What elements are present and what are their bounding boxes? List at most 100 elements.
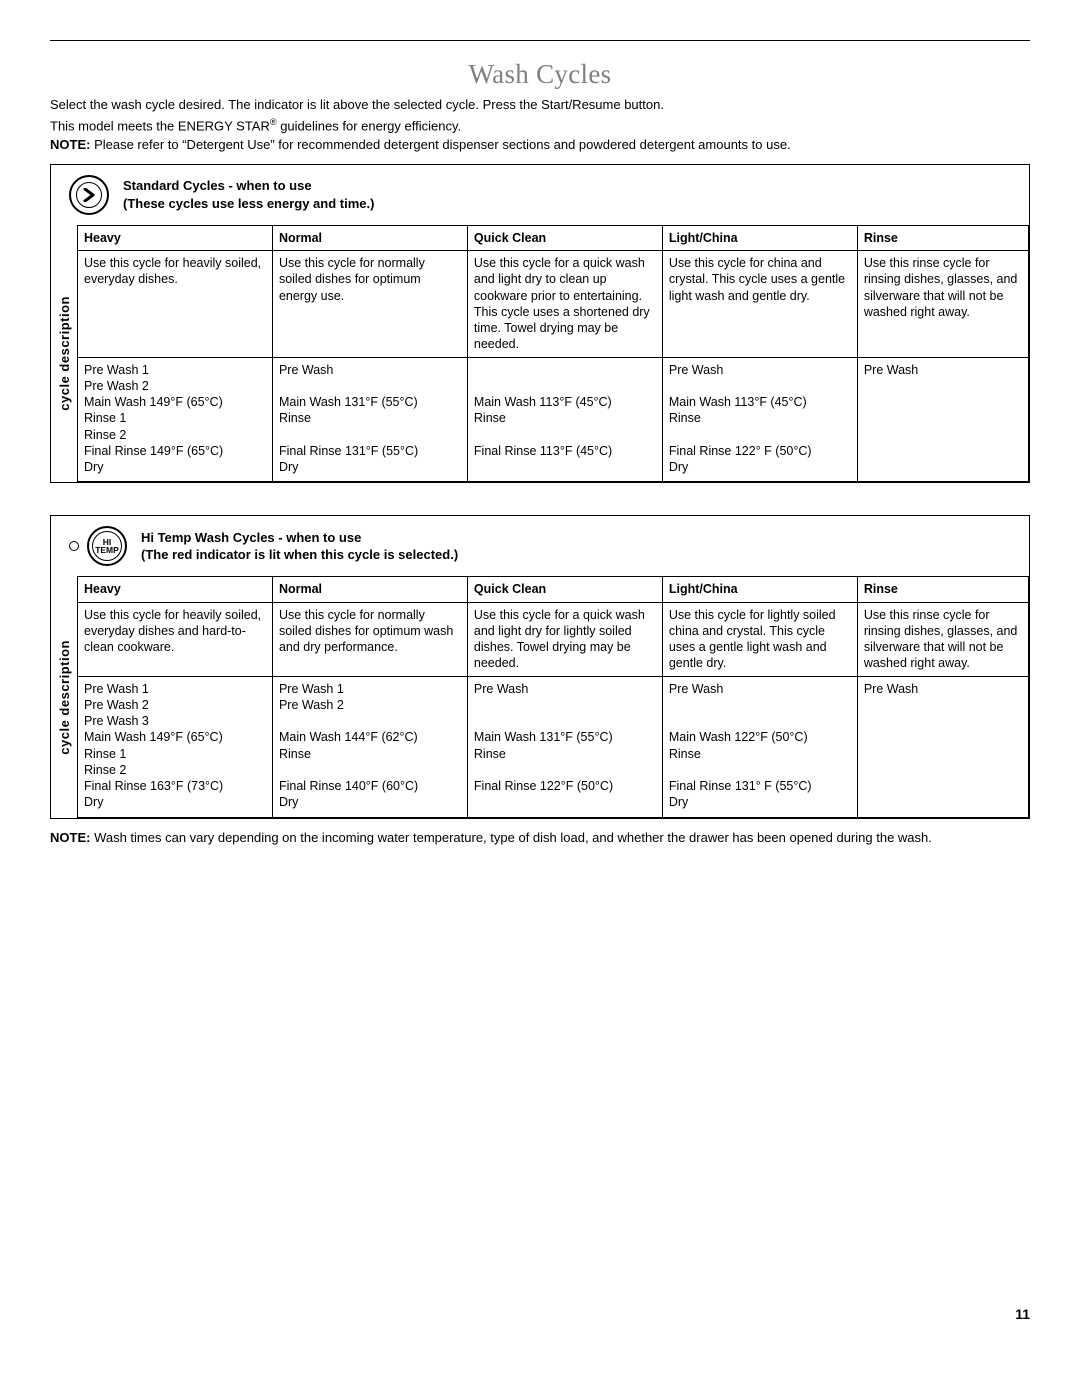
- steps-quick: Main Wash 113°F (45°C)Rinse Final Rinse …: [467, 357, 662, 482]
- step-line: Pre Wash: [279, 362, 461, 378]
- step-line: Main Wash 149°F (65°C): [84, 394, 266, 410]
- desc-rinse: Use this rinse cycle for rinsing dishes,…: [857, 251, 1028, 358]
- bottom-note: NOTE: Wash times can vary depending on t…: [50, 829, 1030, 847]
- step-line: [279, 713, 461, 729]
- steps-normal: Pre Wash Main Wash 131°F (55°C)Rinse Fin…: [272, 357, 467, 482]
- step-line: Rinse 2: [84, 427, 266, 443]
- step-line: [864, 459, 1022, 475]
- hitemp-title-1: Hi Temp Wash Cycles - when to use: [141, 529, 458, 547]
- step-line: Main Wash 113°F (45°C): [669, 394, 851, 410]
- step-line: [474, 459, 656, 475]
- step-line: Main Wash 131°F (55°C): [474, 729, 656, 745]
- step-line: [474, 794, 656, 810]
- step-line: [864, 410, 1022, 426]
- step-line: Rinse: [474, 410, 656, 426]
- hitemp-title-2: (The red indicator is lit when this cycl…: [141, 546, 458, 564]
- step-line: Pre Wash 1: [84, 681, 266, 697]
- top-rule: [50, 40, 1030, 41]
- step-line: [669, 378, 851, 394]
- step-line: Pre Wash: [669, 681, 851, 697]
- note-label: NOTE:: [50, 137, 90, 152]
- step-line: Dry: [84, 794, 266, 810]
- step-line: Final Rinse 163°F (73°C): [84, 778, 266, 794]
- step-line: [864, 427, 1022, 443]
- steps-heavy: Pre Wash 1Pre Wash 2Pre Wash 3Main Wash …: [78, 676, 273, 817]
- steps-quick: Pre Wash Main Wash 131°F (55°C)Rinse Fin…: [467, 676, 662, 817]
- hitemp-header: HI TEMP Hi Temp Wash Cycles - when to us…: [51, 516, 1029, 576]
- step-line: [864, 778, 1022, 794]
- col-header-rinse: Rinse: [857, 577, 1028, 602]
- col-header-normal: Normal: [272, 577, 467, 602]
- step-line: Main Wash 122°F (50°C): [669, 729, 851, 745]
- step-line: Main Wash 144°F (62°C): [279, 729, 461, 745]
- step-line: Dry: [669, 459, 851, 475]
- standard-header: Standard Cycles - when to use (These cyc…: [51, 165, 1029, 225]
- table-header-row: Heavy Normal Quick Clean Light/China Rin…: [78, 225, 1029, 250]
- desc-quick: Use this cycle for a quick wash and ligh…: [467, 602, 662, 676]
- step-line: Rinse 2: [84, 762, 266, 778]
- steps-rinse: Pre Wash: [857, 357, 1028, 482]
- step-line: Rinse 1: [84, 410, 266, 426]
- step-line: [474, 378, 656, 394]
- step-line: Dry: [669, 794, 851, 810]
- step-line: Rinse: [474, 746, 656, 762]
- standard-steps-row: Pre Wash 1Pre Wash 2Main Wash 149°F (65°…: [78, 357, 1029, 482]
- step-line: Pre Wash: [864, 681, 1022, 697]
- step-line: Rinse: [669, 410, 851, 426]
- step-line: Pre Wash: [864, 362, 1022, 378]
- hitemp-table-wrap: cycle description Heavy Normal Quick Cle…: [51, 576, 1029, 817]
- col-header-heavy: Heavy: [78, 225, 273, 250]
- steps-light: Pre Wash Main Wash 122°F (50°C)Rinse Fin…: [662, 676, 857, 817]
- desc-normal: Use this cycle for normally soiled dishe…: [272, 602, 467, 676]
- step-line: Final Rinse 122°F (50°C): [474, 778, 656, 794]
- step-line: Pre Wash 2: [84, 378, 266, 394]
- desc-heavy: Use this cycle for heavily soiled, every…: [78, 602, 273, 676]
- registered-mark: ®: [270, 117, 277, 127]
- side-label-text: cycle description: [57, 296, 72, 411]
- page-number: 11: [50, 1306, 1030, 1322]
- standard-title-1: Standard Cycles - when to use: [123, 177, 374, 195]
- step-line: [669, 762, 851, 778]
- standard-table-wrap: cycle description Heavy Normal Quick Cle…: [51, 225, 1029, 483]
- step-line: [279, 378, 461, 394]
- intro-line-2-post: guidelines for energy efficiency.: [277, 118, 462, 133]
- step-line: [474, 713, 656, 729]
- step-line: Pre Wash 1: [279, 681, 461, 697]
- step-line: Pre Wash 1: [84, 362, 266, 378]
- hi-temp-icon: HI TEMP: [69, 526, 127, 566]
- col-header-quick: Quick Clean: [467, 225, 662, 250]
- desc-light: Use this cycle for lightly soiled china …: [662, 602, 857, 676]
- intro-line-1: Select the wash cycle desired. The indic…: [50, 96, 1030, 114]
- step-line: Pre Wash: [669, 362, 851, 378]
- step-line: [864, 394, 1022, 410]
- step-line: [474, 762, 656, 778]
- intro-note: NOTE: Please refer to “Detergent Use” fo…: [50, 136, 1030, 154]
- standard-title-2: (These cycles use less energy and time.): [123, 195, 374, 213]
- step-line: [279, 762, 461, 778]
- hitemp-cycles-block: HI TEMP Hi Temp Wash Cycles - when to us…: [50, 515, 1030, 818]
- desc-normal: Use this cycle for normally soiled dishe…: [272, 251, 467, 358]
- standard-table: Heavy Normal Quick Clean Light/China Rin…: [77, 225, 1029, 483]
- standard-desc-row: Use this cycle for heavily soiled, every…: [78, 251, 1029, 358]
- step-line: Final Rinse 149°F (65°C): [84, 443, 266, 459]
- step-line: [669, 697, 851, 713]
- step-line: Dry: [84, 459, 266, 475]
- bottom-note-text: Wash times can vary depending on the inc…: [90, 830, 931, 845]
- step-line: Rinse: [669, 746, 851, 762]
- col-header-heavy: Heavy: [78, 577, 273, 602]
- step-line: Final Rinse 113°F (45°C): [474, 443, 656, 459]
- page-title: Wash Cycles: [50, 59, 1030, 90]
- step-line: Main Wash 149°F (65°C): [84, 729, 266, 745]
- step-line: Pre Wash: [474, 681, 656, 697]
- steps-normal: Pre Wash 1Pre Wash 2 Main Wash 144°F (62…: [272, 676, 467, 817]
- step-line: [864, 794, 1022, 810]
- hitemp-side-label: cycle description: [51, 576, 77, 817]
- step-line: [864, 697, 1022, 713]
- step-line: [864, 762, 1022, 778]
- desc-quick: Use this cycle for a quick wash and ligh…: [467, 251, 662, 358]
- note-label: NOTE:: [50, 830, 90, 845]
- col-header-quick: Quick Clean: [467, 577, 662, 602]
- desc-heavy: Use this cycle for heavily soiled, every…: [78, 251, 273, 358]
- step-line: Main Wash 131°F (55°C): [279, 394, 461, 410]
- step-line: [864, 378, 1022, 394]
